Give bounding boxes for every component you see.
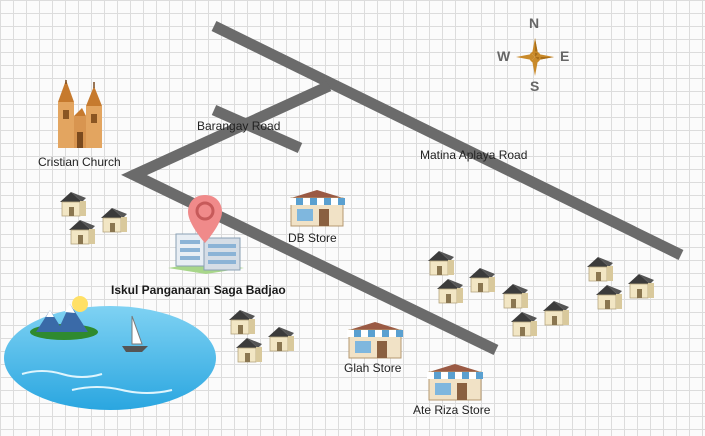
store-icon (288, 189, 346, 227)
church-icon (58, 80, 102, 148)
house-icon (627, 273, 655, 299)
house-icon (468, 267, 496, 293)
school-building-icon (168, 233, 244, 274)
matina-aplaya-road (211, 21, 684, 260)
house-icon (436, 278, 464, 304)
church-label: Cristian Church (38, 155, 121, 169)
house-icon (100, 207, 128, 233)
store-icon (346, 321, 404, 359)
db-store-label: DB Store (288, 231, 337, 245)
house-icon (542, 300, 570, 326)
house-icon (228, 309, 256, 335)
glah-store-label: Glah Store (344, 361, 402, 375)
compass-east-label: E (560, 48, 570, 64)
lake-icon (4, 296, 216, 410)
compass-west-label: W (497, 48, 511, 64)
house-icon (267, 326, 295, 352)
location-pin-icon[interactable] (186, 193, 224, 245)
store-icon (426, 363, 484, 401)
matina-aplaya-road-label: Matina Aplaya Road (420, 148, 528, 162)
barangay-road (121, 80, 499, 355)
house-icon (59, 191, 87, 217)
school-label: Iskul Panganaran Saga Badjao (111, 283, 286, 297)
house-icon (595, 284, 623, 310)
house-icon (235, 337, 263, 363)
house-icon (510, 311, 538, 337)
house-icon (427, 250, 455, 276)
ate-riza-store-label: Ate Riza Store (413, 403, 491, 417)
compass-north-label: N (529, 15, 540, 31)
barangay-road-label: Barangay Road (197, 119, 281, 133)
house-icon (68, 219, 96, 245)
barangay-road-upper (211, 104, 303, 154)
house-icon (586, 256, 614, 282)
compass-south-label: S (530, 78, 540, 94)
house-icon (501, 283, 529, 309)
compass-rose-icon (516, 38, 554, 76)
